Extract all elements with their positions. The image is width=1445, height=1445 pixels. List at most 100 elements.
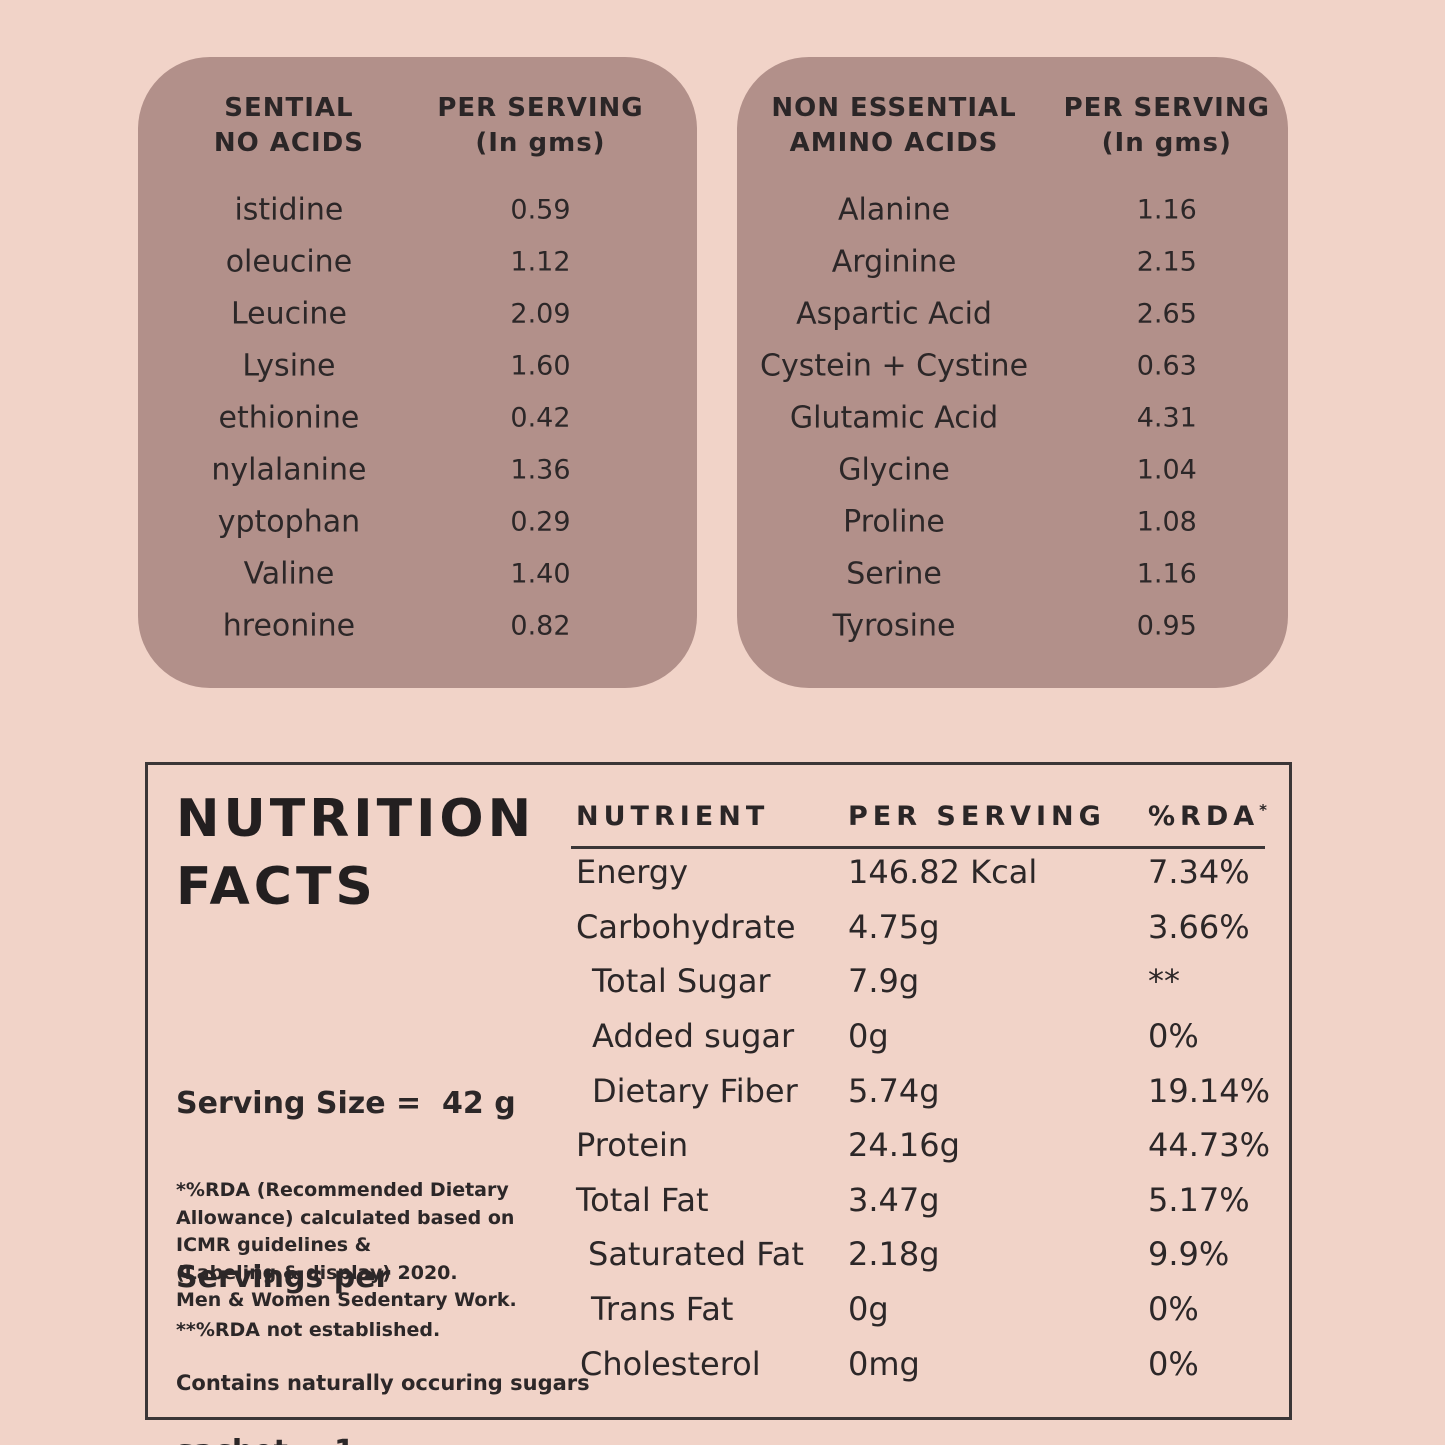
nutrient-rda: 0% [1148, 1290, 1199, 1329]
nutrient-amount: 7.9g [848, 962, 920, 1001]
amino-acid-value: 1.40 [510, 558, 571, 590]
non-essential-panel-name-header: NON ESSENTIAL AMINO ACIDS [771, 93, 1017, 158]
amino-acid-value: 1.12 [510, 246, 571, 278]
sachet-line: sachet = 1 [176, 1423, 516, 1445]
amino-acid-row: yptophan 0.29 [138, 496, 697, 548]
amino-acid-name: Proline [843, 504, 945, 540]
amino-acid-name: Leucine [230, 296, 347, 332]
header-rda: %RDA* [1148, 801, 1268, 832]
amino-acid-value: 0.59 [510, 194, 571, 226]
nutrient-rda: 5.17% [1148, 1180, 1250, 1219]
amino-acid-value: 1.16 [1136, 558, 1197, 590]
title-line-2: FACTS [176, 857, 377, 917]
amino-acid-name: istidine [234, 192, 344, 228]
amino-acid-row: Lysine 1.60 [138, 340, 697, 392]
amino-acid-value: 0.95 [1136, 610, 1197, 642]
amino-acid-name: Aspartic Acid [796, 296, 992, 332]
amino-acid-name: ethionine [218, 400, 360, 436]
amino-acid-row: Cystein + Cystine 0.63 [737, 340, 1288, 392]
nutrient-table-rows: Energy 146.82 Kcal 7.34% Carbohydrate 4.75g… [576, 845, 1270, 1391]
amino-acid-value: 4.31 [1136, 402, 1197, 434]
amino-acid-value: 0.63 [1136, 350, 1197, 382]
amino-acid-name: Valine [243, 556, 335, 592]
nutrient-rda: 19.14% [1148, 1071, 1271, 1110]
amino-acid-row: Alanine 1.16 [737, 184, 1288, 236]
amino-acid-row: Glutamic Acid 4.31 [737, 392, 1288, 444]
nutrient-name: Added sugar [592, 1017, 795, 1056]
nutrient-row: Carbohydrate 4.75g 3.66% [576, 900, 1265, 955]
rda-footnote: *%RDA (Recommended Dietary Allowance) ca… [176, 1179, 517, 1311]
amino-acid-row: Glycine 1.04 [737, 444, 1288, 496]
nutrient-amount: 0mg [848, 1344, 920, 1383]
amino-acid-name: Glycine [838, 452, 950, 488]
amino-acid-name: Arginine [831, 244, 957, 280]
amino-acid-row: istidine 0.59 [138, 184, 697, 236]
nutrient-rda: 0% [1148, 1017, 1199, 1056]
nutrient-row: Cholesterol 0mg 0% [576, 1336, 1265, 1391]
amino-acid-name: nylalanine [211, 452, 367, 488]
nutrient-name: Energy [576, 853, 689, 892]
nutrient-row: Saturated Fat 2.18g 9.9% [576, 1227, 1265, 1282]
amino-acid-row: Leucine 2.09 [138, 288, 697, 340]
amino-acid-row: Proline 1.08 [737, 496, 1288, 548]
essential-amino-acids-panel: SENTIAL NO ACIDS PER SERVING (In gms) is… [138, 57, 697, 688]
amino-acid-value: 1.60 [510, 350, 571, 382]
amino-acid-value: 0.29 [510, 506, 571, 538]
header-per-serving: PER SERVING [848, 801, 1106, 832]
nutrient-row: Added sugar 0g 0% [576, 1009, 1265, 1064]
essential-panel-perserving-header: PER SERVING (In gms) [437, 93, 644, 158]
nutrition-facts-box: NUTRITION FACTS Serving Size = 42 g Serv… [145, 762, 1292, 1445]
nutrient-name: Dietary Fiber [592, 1071, 798, 1110]
amino-acid-value: 1.16 [1136, 194, 1197, 226]
nutrient-row: Protein 24.16g 44.73% [576, 1118, 1270, 1173]
servings-per-line: Servings per [176, 1260, 391, 1295]
nutrient-rda: 9.9% [1148, 1235, 1230, 1274]
amino-acid-row: ethionine 0.42 [138, 392, 697, 444]
nutrient-amount: 4.75g [848, 907, 940, 946]
amino-acid-name: Serine [846, 556, 942, 592]
non-essential-panel-rows: Alanine 1.16 Arginine 2.15 Aspartic Acid 2.… [737, 184, 1288, 652]
nutrient-amount: 146.82 Kcal [848, 853, 1038, 892]
amino-acid-value: 0.42 [510, 402, 571, 434]
non-essential-amino-acids-panel: NON ESSENTIAL AMINO ACIDS PER SERVING (I… [737, 57, 1288, 688]
essential-panel-name-header: SENTIAL NO ACIDS [213, 93, 364, 158]
nutrient-amount: 0g [848, 1017, 889, 1056]
nutrient-name: Protein [576, 1126, 689, 1165]
amino-acid-value: 1.08 [1136, 506, 1197, 538]
nutrition-facts-title: NUTRITION FACTS [176, 785, 535, 921]
amino-acid-value: 0.82 [510, 610, 571, 642]
nutrient-rda: 44.73% [1148, 1126, 1271, 1165]
amino-acid-row: Serine 1.16 [737, 548, 1288, 600]
amino-acid-name: oleucine [225, 244, 353, 280]
amino-acid-value: 1.36 [510, 454, 571, 486]
nutrient-rda: 0% [1148, 1344, 1199, 1383]
non-essential-panel-perserving-header: PER SERVING (In gms) [1063, 93, 1270, 158]
nutrient-amount: 5.74g [848, 1071, 940, 1110]
serving-size-line: Serving Size = 42 g [176, 1086, 516, 1121]
nutrient-amount: 2.18g [848, 1235, 940, 1274]
rda-not-established-note: **%RDA not established. [176, 1319, 441, 1341]
essential-panel-rows: istidine 0.59 oleucine 1.12 Leucine 2.09 Ly… [138, 184, 697, 652]
nutrient-row: Dietary Fiber 5.74g 19.14% [576, 1063, 1270, 1118]
amino-acid-row: Valine 1.40 [138, 548, 697, 600]
header-nutrient: NUTRIENT [576, 801, 770, 832]
amino-acid-value: 2.15 [1136, 246, 1197, 278]
amino-acid-name: Alanine [837, 192, 951, 228]
rda-asterisk: * [1259, 801, 1268, 819]
amino-acid-name: yptophan [217, 504, 361, 540]
amino-acid-name: Lysine [242, 348, 336, 384]
amino-acid-name: Cystein + Cystine [760, 348, 1029, 384]
serving-info: Serving Size = 42 g Servings per sachet … [176, 959, 516, 1445]
nutrient-rda: 7.34% [1148, 853, 1250, 892]
amino-acid-name: Tyrosine [832, 608, 956, 644]
nutrient-name: Cholesterol [580, 1344, 761, 1383]
amino-acid-value: 2.09 [510, 298, 571, 330]
amino-acid-row: nylalanine 1.36 [138, 444, 697, 496]
nutrient-row: Energy 146.82 Kcal 7.34% [576, 845, 1265, 900]
nutrient-amount: 0g [848, 1290, 889, 1329]
nutrient-name: Saturated Fat [588, 1235, 804, 1274]
nutrient-rda: ** [1148, 962, 1180, 1001]
nutrient-name: Carbohydrate [576, 907, 796, 946]
amino-acid-row: Arginine 2.15 [737, 236, 1288, 288]
